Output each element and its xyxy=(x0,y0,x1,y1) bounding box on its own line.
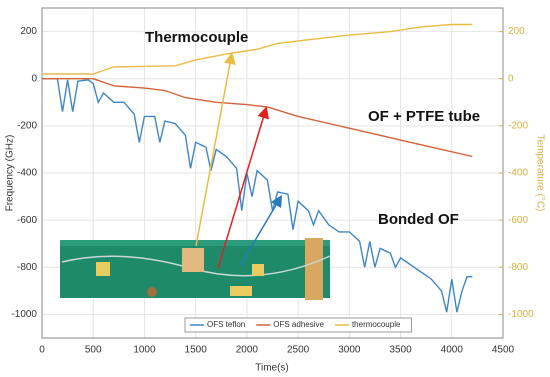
x-tick-label: 3000 xyxy=(338,345,361,356)
arrow xyxy=(239,194,283,267)
annotation: Bonded OF xyxy=(378,211,459,228)
x-tick-label: 0 xyxy=(39,345,45,356)
legend: OFS teflon OFS adhesive thermocouple xyxy=(184,317,412,333)
x-tick-label: 500 xyxy=(85,345,102,356)
series-line xyxy=(42,23,473,75)
y-tick-label: -800 xyxy=(17,262,37,273)
legend-label: OFS adhesive xyxy=(273,320,324,329)
x-tick-label: 1500 xyxy=(185,345,208,356)
x-tick-label: 1000 xyxy=(133,345,156,356)
legend-label: thermocouple xyxy=(352,320,401,329)
arrow xyxy=(217,106,270,269)
y2-tick-label: -1000 xyxy=(508,309,534,320)
y-tick-label: 0 xyxy=(31,73,37,84)
x-tick-label: 4500 xyxy=(492,345,515,356)
y2-tick-label: -600 xyxy=(508,215,528,226)
y2-tick-label: 0 xyxy=(508,73,514,84)
photo-inset xyxy=(60,238,331,300)
x-tick-label: 2500 xyxy=(287,345,310,356)
x-axis-label: Time(s) xyxy=(255,363,289,374)
y2-tick-label: -400 xyxy=(508,168,528,179)
y2-tick-label: -200 xyxy=(508,120,528,131)
x-tick-label: 3500 xyxy=(389,345,412,356)
x-tick-label: 2000 xyxy=(236,345,259,356)
y-tick-label: -200 xyxy=(17,120,37,131)
series-line xyxy=(42,78,473,158)
legend-box xyxy=(184,317,412,333)
y-tick-label: -400 xyxy=(17,168,37,179)
y-axis-label: Frequency (GHz) xyxy=(5,135,16,212)
y2-tick-label: 200 xyxy=(508,26,525,37)
annotation: OF + PTFE tube xyxy=(368,108,480,125)
y-tick-label: 200 xyxy=(20,26,37,37)
arrow xyxy=(195,52,236,247)
series-line xyxy=(42,78,473,313)
legend-label: OFS teflon xyxy=(207,320,245,329)
annotation: Thermocouple xyxy=(145,29,248,46)
x-tick-label: 4000 xyxy=(441,345,464,356)
y2-tick-label: -800 xyxy=(508,262,528,273)
y-tick-label: -1000 xyxy=(11,309,37,320)
y2-axis-label: Temperature (°C) xyxy=(534,135,545,212)
y-tick-label: -600 xyxy=(17,215,37,226)
